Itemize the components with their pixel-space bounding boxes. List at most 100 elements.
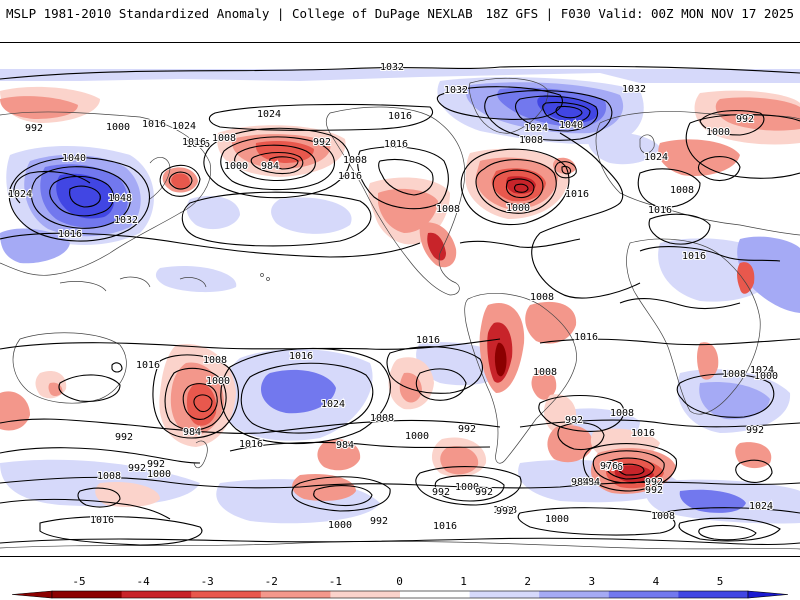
- isobar-label: 1016: [58, 229, 82, 240]
- isobar-label: 984: [582, 477, 600, 488]
- isobar-label: 992: [645, 485, 663, 496]
- isobar-label: 1024: [257, 109, 281, 120]
- colorbar-swatch: [121, 591, 192, 598]
- isobar-label: 1000: [147, 469, 171, 480]
- isobar-label: 1008: [519, 135, 543, 146]
- colorbar-tick-label: -2: [265, 575, 278, 588]
- isobar-label: 1024: [172, 121, 196, 132]
- isobar-label: 1016: [239, 439, 263, 450]
- isobar-label: 984: [183, 427, 201, 438]
- isobar-label: 1024: [8, 189, 32, 200]
- colorbar-tick-label: -1: [329, 575, 342, 588]
- isobar-label: 1016: [574, 332, 598, 343]
- colorbar-tick-label: -4: [136, 575, 150, 588]
- colorbar-ticks: -5 -4 -3 -2 -1 0 1 2 3 4 5: [72, 575, 723, 598]
- isobar-label: 1000: [706, 127, 730, 138]
- isobar-label: 1024: [524, 123, 548, 134]
- colorbar-tick-label: 0: [396, 575, 403, 588]
- isobar-label: 1016: [186, 139, 210, 150]
- isobar-label: 992: [565, 415, 583, 426]
- isobar-label: 1008: [436, 204, 460, 215]
- isobar-label: 992: [475, 487, 493, 498]
- isobar-label: 976: [600, 461, 618, 472]
- isobar-label: 992: [736, 114, 754, 125]
- colorbar-swatch: [330, 591, 401, 598]
- isobar-label: 1000: [206, 376, 230, 387]
- colorbar-swatch: [469, 591, 540, 598]
- isobar-label: 1016: [182, 137, 206, 148]
- colorbar-swatch: [608, 591, 679, 598]
- isobar-label: 1016: [289, 351, 313, 362]
- isobar-label: 1016: [416, 335, 440, 346]
- isobar-label: 1032: [444, 85, 468, 96]
- colorbar-swatch: [400, 591, 471, 598]
- map-title: MSLP 1981-2010 Standardized Anomaly | Co…: [6, 6, 473, 21]
- isobar-label: 992: [496, 506, 514, 517]
- isobar-label: 1016: [136, 360, 160, 371]
- colorbar-tick-label: -3: [201, 575, 214, 588]
- isobar-label: 1000: [328, 520, 352, 531]
- colorbar-tick-label: 4: [653, 575, 660, 588]
- isobar-label: 1008: [610, 408, 634, 419]
- isobar-label: 1008: [493, 505, 517, 516]
- isobar-label: 1016: [433, 521, 457, 532]
- isobar-label: 1008: [670, 185, 694, 196]
- isobar-label: 1008: [106, 122, 130, 133]
- colorbar-swatch: [260, 591, 331, 598]
- isobar-label: 1016: [648, 205, 672, 216]
- isobar-label: 1008: [343, 155, 367, 166]
- colorbar-tick-label: 3: [588, 575, 595, 588]
- isobar-label: 1016: [384, 139, 408, 150]
- colorbar-swatches: [11, 590, 789, 599]
- isobar-label: 1032: [380, 62, 404, 73]
- isobar-label: 1008: [533, 367, 557, 378]
- isobar-label: 1000: [506, 203, 530, 214]
- isobar-label: 1016: [90, 515, 114, 526]
- colorbar-swatch: [539, 591, 610, 598]
- colorbar-tick-label: 2: [524, 575, 531, 588]
- isobar-label: 1000: [405, 431, 429, 442]
- isobar-label: 1008: [530, 292, 554, 303]
- colorbar-swatch: [678, 591, 749, 598]
- isobar-label: 1000: [224, 161, 248, 172]
- colorbar-tick-label: -5: [72, 575, 85, 588]
- isobar-label: 1016: [142, 119, 166, 130]
- isobar-label: 992: [147, 459, 165, 470]
- isobar-label: 1040: [62, 153, 86, 164]
- isobar-label: 1008: [722, 369, 746, 380]
- isobar-label: 976: [605, 462, 623, 473]
- isobar-label: 1000: [106, 122, 130, 133]
- isobar-label: 984: [571, 477, 589, 488]
- isobar-label: 1032: [114, 215, 138, 226]
- model-run-label: 18Z GFS | F030 Valid: 00Z MON NOV 17 202…: [485, 6, 794, 21]
- isobar-label: 984: [261, 161, 279, 172]
- isobar-label: 992: [432, 487, 450, 498]
- isobar-label: 1040: [559, 120, 583, 131]
- isobar-label: 1016: [682, 251, 706, 262]
- colorbar-tick-label: 5: [717, 575, 724, 588]
- isobar-label: 992: [313, 137, 331, 148]
- anomaly-map: 1032 1032 1032 1040 1024 1016 1008 1000 992 1016 1…: [0, 42, 800, 557]
- colorbar-swatch: [191, 591, 262, 598]
- colorbar: -5 -4 -3 -2 -1 0 1 2 3 4 5: [11, 575, 789, 599]
- isobar-label: 992: [25, 123, 43, 134]
- isobar-label: 1000: [455, 482, 479, 493]
- isobar-label: 992: [458, 424, 476, 435]
- isobar-label: 1024: [321, 399, 345, 410]
- isobar-label: 992: [115, 432, 133, 443]
- colorbar-min-arrow: [11, 590, 53, 599]
- isobar-label: 984: [336, 440, 354, 451]
- isobar-label: 1000: [545, 514, 569, 525]
- colorbar-max-arrow: [747, 590, 789, 599]
- isobar-label: 1008: [651, 511, 675, 522]
- isobar-label: 1024: [644, 152, 668, 163]
- isobar-label: 1024: [749, 501, 773, 512]
- isobar-label: 992: [746, 425, 764, 436]
- isobars: [0, 65, 800, 546]
- isobar-label: 1024: [750, 365, 774, 376]
- isobar-label: 1008: [370, 413, 394, 424]
- isobar-label: 992: [370, 516, 388, 527]
- isobar-label: 1000: [754, 371, 778, 382]
